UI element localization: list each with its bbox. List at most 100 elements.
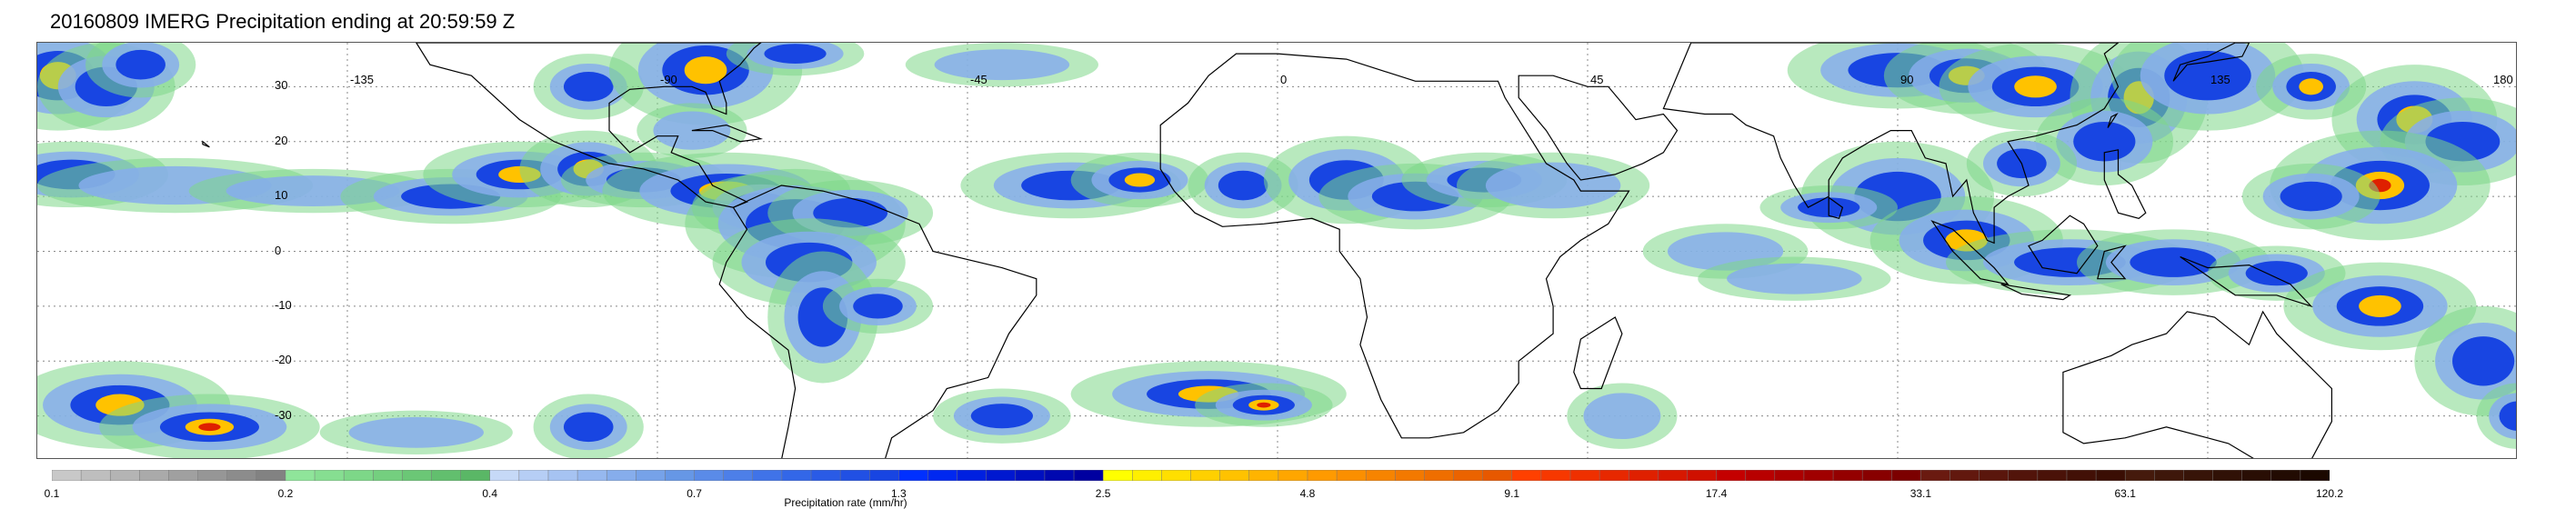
longitude-label: -45 [970, 73, 987, 86]
colorbar-swatch [256, 470, 286, 481]
colorbar-swatch [781, 470, 812, 481]
colorbar-swatch [665, 470, 696, 481]
latitude-label: -30 [275, 407, 292, 422]
colorbar-swatch [52, 470, 82, 481]
colorbar-swatch [343, 470, 375, 481]
colorbar-swatch [1803, 470, 1834, 481]
colorbar-swatch [2124, 470, 2156, 481]
colorbar-swatch [1861, 470, 1893, 481]
precip-blob [934, 49, 1070, 81]
colorbar-swatch [547, 470, 578, 481]
colorbar-swatch [1540, 470, 1571, 481]
colorbar-swatch [1190, 470, 1221, 481]
colorbar-swatch [957, 470, 987, 481]
precip-blob [563, 72, 614, 102]
colorbar-swatch [1832, 470, 1864, 481]
colorbar-swatch [1132, 470, 1163, 481]
colorbar-swatch [576, 470, 608, 481]
colorbar-swatch [1687, 470, 1718, 481]
map-title: 20160809 IMERG Precipitation ending at 2… [50, 10, 516, 33]
colorbar-swatch [1161, 470, 1192, 481]
longitude-label: 90 [1900, 73, 1914, 86]
colorbar-swatch [314, 470, 346, 481]
latitude-label: 30 [275, 78, 288, 93]
coastline [2028, 215, 2099, 274]
colorbar-swatch [1716, 470, 1747, 481]
colorbar-swatch [402, 470, 433, 481]
coastline [2180, 255, 2313, 308]
latitude-label: 10 [275, 188, 288, 203]
colorbar-tick: 9.1 [1504, 487, 1520, 500]
colorbar-swatch [1569, 470, 1600, 481]
coastline [1930, 220, 2010, 285]
colorbar-swatch [2008, 470, 2039, 481]
colorbar-swatch [1015, 470, 1046, 481]
precip-blob [2452, 336, 2515, 386]
precip-blob [853, 294, 903, 319]
colorbar-swatch [868, 470, 900, 481]
colorbar-swatch [898, 470, 929, 481]
colorbar-swatch [2300, 470, 2330, 481]
coastline [202, 140, 210, 148]
precip-blob [970, 404, 1033, 429]
colorbar-swatch [1307, 470, 1338, 481]
colorbar-swatch [1365, 470, 1397, 481]
colorbar-swatch [168, 470, 199, 481]
coastline [691, 124, 764, 143]
colorbar-swatch [1599, 470, 1630, 481]
colorbar-swatch [2241, 470, 2272, 481]
precip-blob [1124, 173, 1156, 187]
latitude-label: -20 [275, 353, 292, 367]
precip-blob [2280, 181, 2342, 212]
colorbar-swatch [2095, 470, 2127, 481]
colorbar-swatch [1891, 470, 1922, 481]
colorbar-swatch [1628, 470, 1659, 481]
latitude-label: 20 [275, 133, 288, 147]
colorbar-swatch [1920, 470, 1951, 481]
colorbar-swatch [1336, 470, 1368, 481]
colorbar-swatch [1102, 470, 1134, 481]
colorbar-tick: 0.4 [482, 487, 498, 500]
colorbar-swatch [606, 470, 637, 481]
coastline [1518, 75, 1679, 181]
colorbar-swatch [226, 470, 257, 481]
precipitation-field [37, 43, 2516, 458]
precip-blob [1727, 263, 1862, 294]
colorbar-swatch [839, 470, 871, 481]
colorbar-swatch [1745, 470, 1776, 481]
colorbar-swatch [109, 470, 141, 481]
colorbar-swatch [2037, 470, 2068, 481]
coastline [1662, 43, 2120, 245]
colorbar-swatch [810, 470, 841, 481]
longitude-label: 0 [1280, 73, 1288, 86]
precip-blob [1583, 393, 1661, 440]
colorbar-swatch [1278, 470, 1308, 481]
coastline [416, 43, 762, 208]
colorbar-swatch [80, 470, 112, 481]
colorbar-swatch [927, 470, 958, 481]
colorbar-swatch [373, 470, 404, 481]
colorbar-swatch [197, 470, 228, 481]
colorbar-swatch [2212, 470, 2243, 481]
colorbar-swatch [2183, 470, 2214, 481]
colorbar-swatch [1073, 470, 1105, 481]
map-canvas [37, 43, 2516, 458]
longitude-label: 180 [2493, 73, 2513, 86]
colorbar [52, 470, 2330, 481]
coastline [2107, 112, 2119, 128]
colorbar-swatch [1979, 470, 2010, 481]
longitude-label: -90 [660, 73, 677, 86]
colorbar-tick: 0.7 [687, 487, 702, 500]
precip-blob [2073, 121, 2136, 162]
coastline [1159, 53, 1630, 439]
colorbar-swatch [636, 470, 667, 481]
colorbar-swatch [723, 470, 754, 481]
precip-blob [2245, 261, 2308, 286]
coastline [2097, 245, 2127, 280]
colorbar-swatch [1511, 470, 1542, 481]
precip-blob [2130, 247, 2217, 277]
colorbar-swatch [489, 470, 520, 481]
precip-blob [2499, 401, 2516, 431]
colorbar-tick: 63.1 [2114, 487, 2136, 500]
colorbar-label: Precipitation rate (mm/hr) [784, 496, 907, 509]
